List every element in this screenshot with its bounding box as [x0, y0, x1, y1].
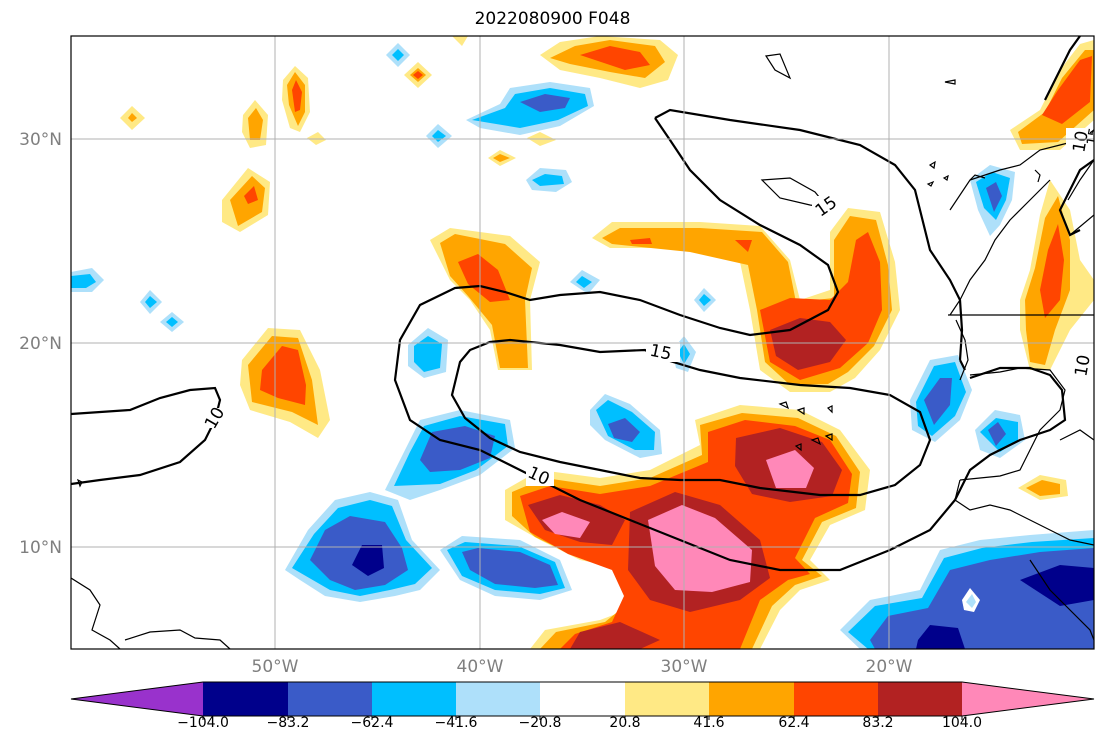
colorbar-label: 20.8 [609, 715, 640, 731]
lon-label-30w: 30°W [661, 657, 708, 677]
gridlines [71, 36, 1094, 649]
colorbar-swatch [203, 682, 288, 716]
colorbar [70, 681, 1095, 720]
contour-label: 15 [1084, 126, 1103, 146]
colorbar-label: −20.8 [519, 715, 562, 731]
colorbar-swatch [372, 682, 456, 716]
colorbar-swatch [962, 682, 1094, 716]
colorbar-labels: −104.0 −83.2 −62.4 −41.6 −20.8 20.8 41.6… [177, 715, 982, 731]
colorbar-label: −41.6 [435, 715, 478, 731]
colorbar-label: −62.4 [351, 715, 394, 731]
colorbar-label: −83.2 [267, 715, 310, 731]
lat-label-10n: 10°N [19, 538, 62, 558]
contour-label: 15 [648, 341, 673, 365]
contour-label: 10 [1069, 129, 1092, 154]
contour-label-group: 10 15 15 10 10 10 15 [200, 126, 1103, 490]
colorbar-label: 104.0 [942, 715, 982, 731]
colorbar-label: −104.0 [177, 715, 229, 731]
lat-label-20n: 20°N [19, 334, 62, 354]
colorbar-swatch [288, 682, 372, 716]
colorbar-swatch [878, 682, 962, 716]
lon-label-50w: 50°W [252, 657, 299, 677]
colorbar-label: 62.4 [778, 715, 809, 731]
colorbar-swatch [456, 682, 540, 716]
map-title: 2022080900 F048 [474, 9, 631, 29]
plot-area: 10 15 15 10 10 10 15 [71, 36, 1103, 649]
plot-frame [70, 35, 1095, 650]
colorbar-swatch [625, 682, 709, 716]
colorbar-swatch [540, 682, 625, 716]
positive-anomalies [120, 36, 1094, 649]
colorbar-swatch [71, 682, 203, 716]
colorbar-label: 41.6 [693, 715, 724, 731]
lat-label-30n: 30°N [19, 130, 62, 150]
lon-label-20w: 20°W [866, 657, 913, 677]
colorbar-swatch [794, 682, 878, 716]
colorbar-swatch [709, 682, 794, 716]
contour-label: 10 [1071, 353, 1094, 378]
colorbar-label: 83.2 [862, 715, 893, 731]
lon-label-40w: 40°W [457, 657, 504, 677]
